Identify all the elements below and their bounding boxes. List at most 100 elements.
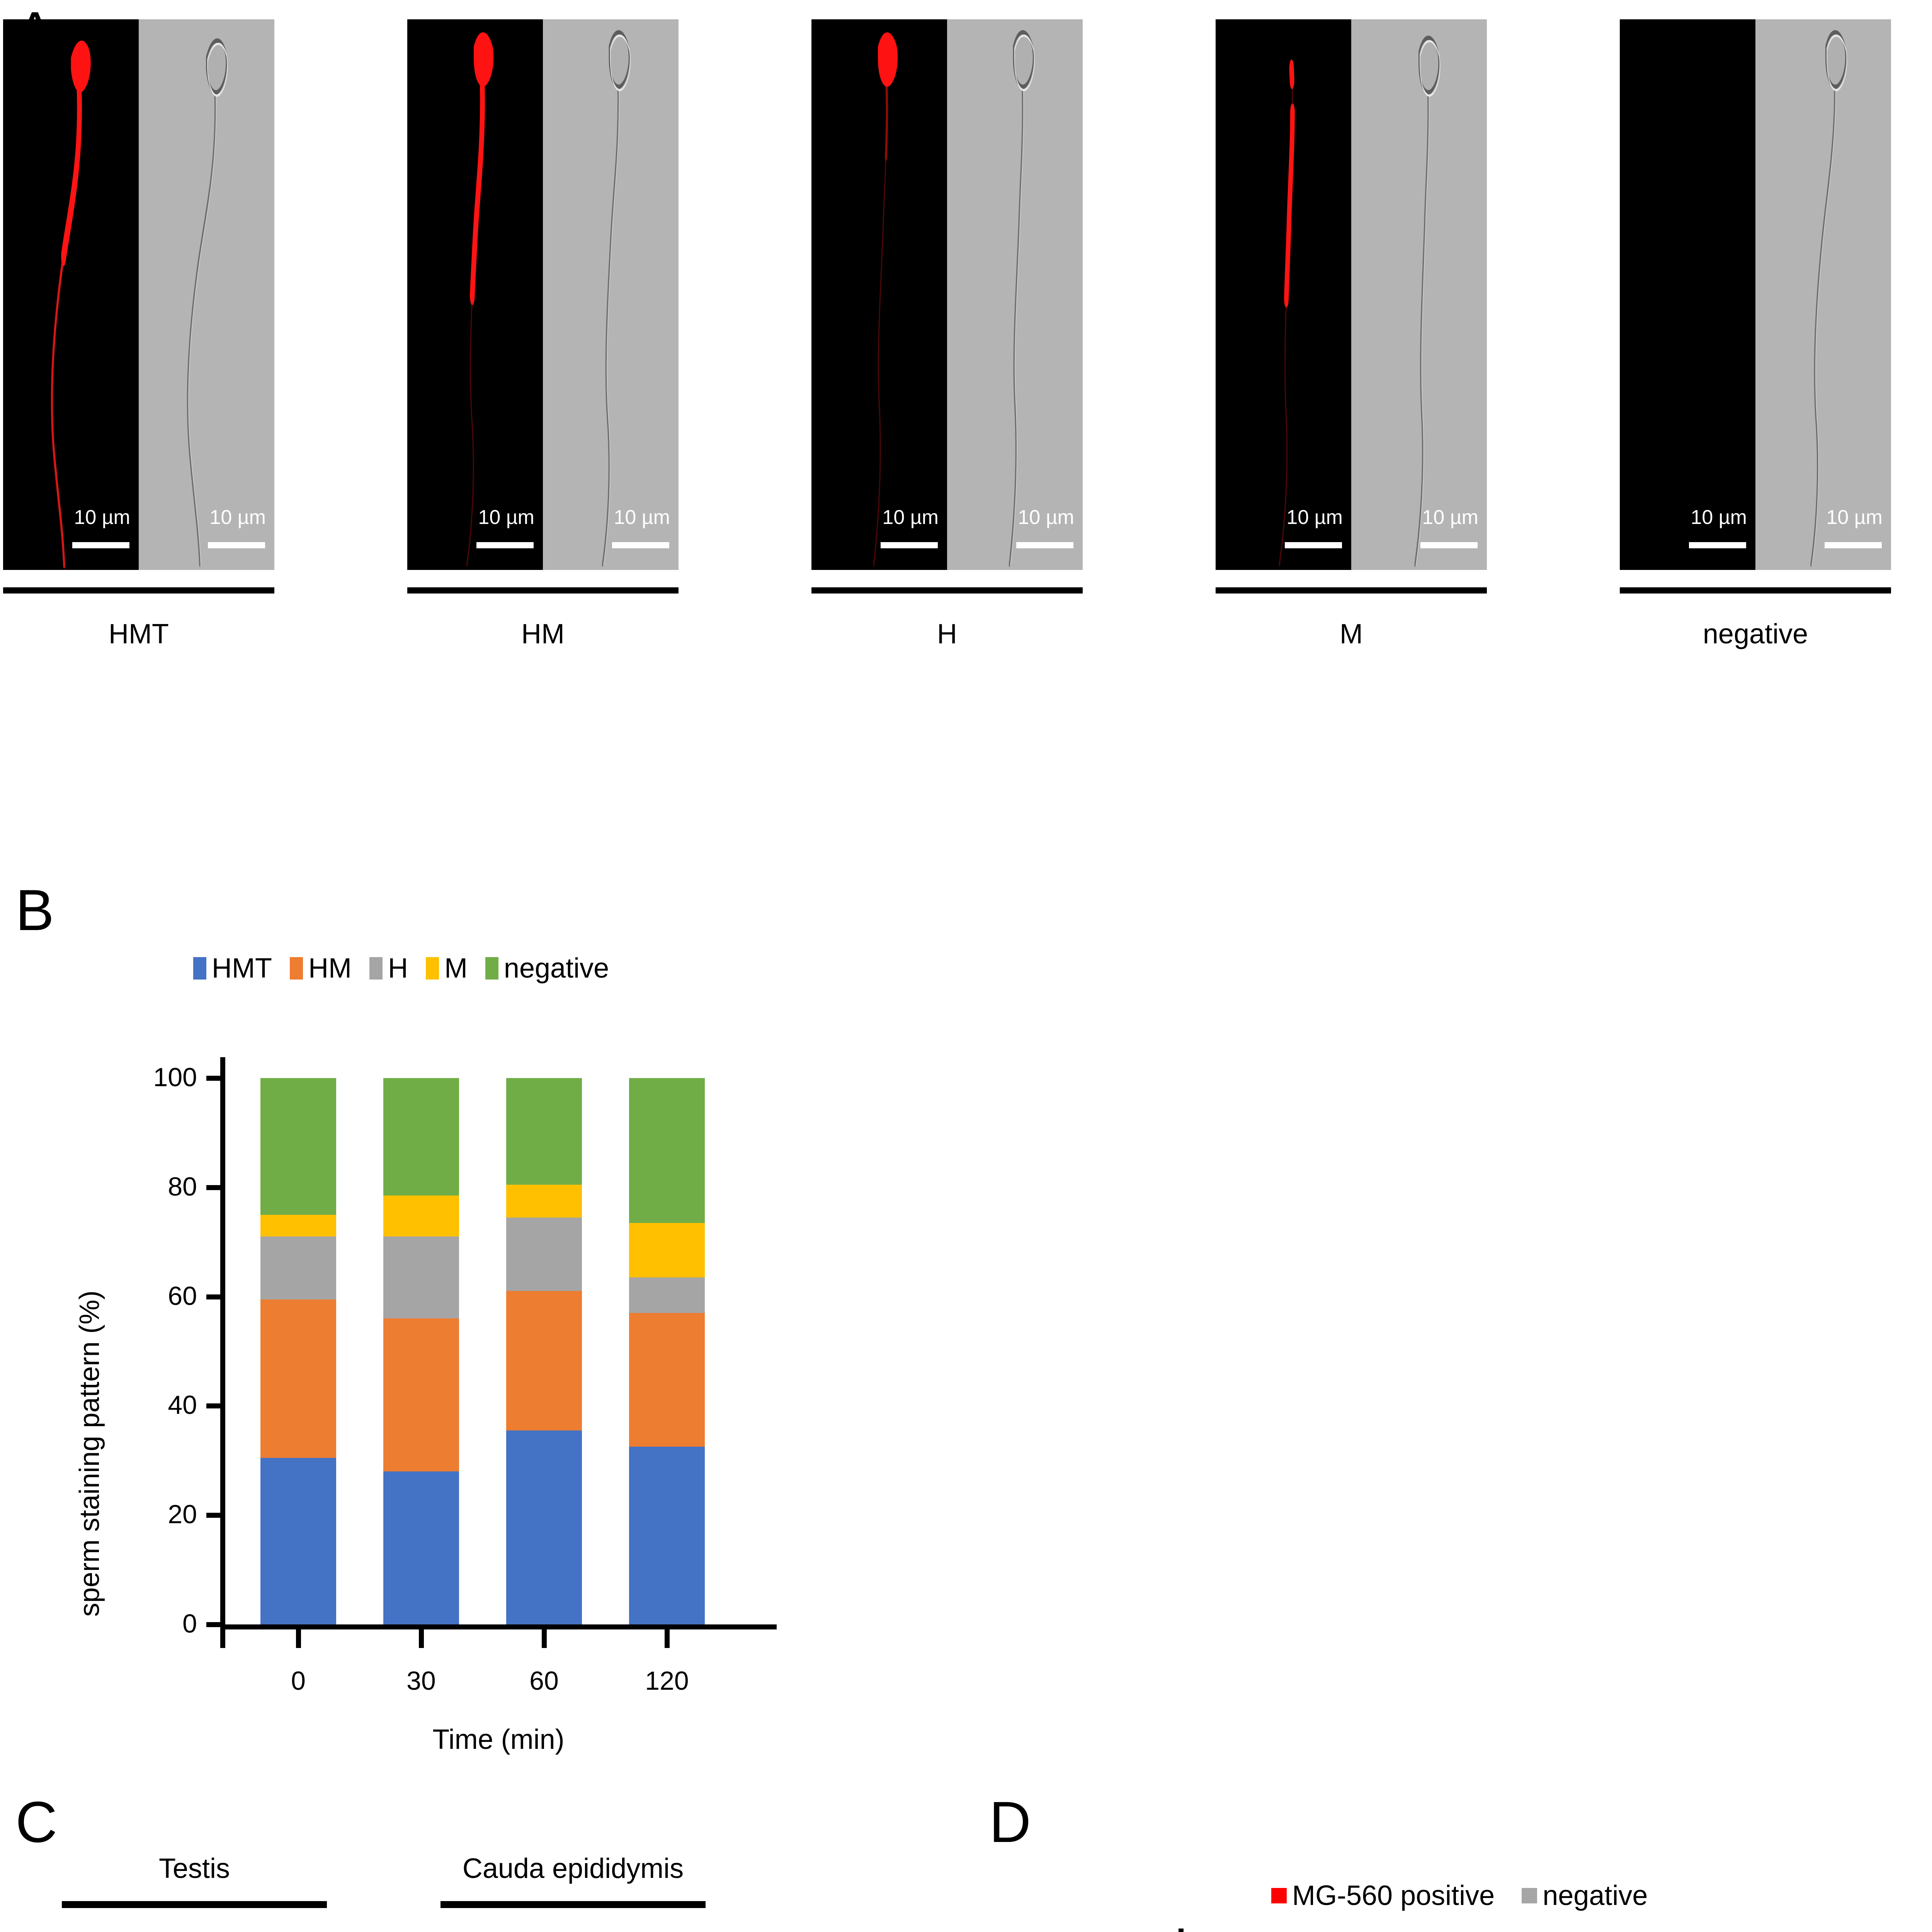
panel-b-ytick-label-20: 20: [168, 1500, 197, 1529]
panel-a-dic-image-h: 10 µm: [947, 19, 1083, 570]
panel-b-bar-120-m: [629, 1223, 705, 1278]
panel-b-bar-60-hmt: [506, 1430, 582, 1624]
legend-label-negative: negative: [503, 953, 609, 984]
scale-bar-label: 10 µm: [1018, 506, 1074, 529]
panel-b-x-axis: [220, 1624, 777, 1629]
panel-b-bar-60-negative: [506, 1078, 582, 1185]
panel-b-xtick-label-120: 120: [645, 1666, 689, 1696]
panel-b-bar-0-negative: [260, 1078, 336, 1215]
panel-b-bar-30-negative: [383, 1078, 459, 1196]
panel-a-dic-image-hm: 10 µm: [543, 19, 679, 570]
panel-b-bar-30-h: [383, 1236, 459, 1319]
panel-b-ytick-label-40: 40: [168, 1390, 197, 1420]
panel-b-ytick-80: [206, 1185, 220, 1190]
panel-a-dic-image-negative: 10 µm: [1755, 19, 1891, 570]
scale-bar: [881, 542, 938, 548]
panel-b-ytick-0: [206, 1622, 220, 1627]
legend-swatch-m: [425, 957, 439, 980]
scale-bar: [476, 542, 534, 548]
panel-a-fluorescence-image-negative: 10 µm: [1620, 19, 1755, 570]
legend-item-negative: negative: [1522, 1882, 1648, 1910]
panel-b-bar-120-hmt: [629, 1447, 705, 1624]
legend-swatch-mg-560-positive: [1271, 1888, 1287, 1903]
panel-c-group-rule-0: [62, 1901, 327, 1908]
scale-bar-label: 10 µm: [478, 506, 534, 529]
panel-b-ytick-20: [206, 1513, 220, 1518]
panel-a-group-label-0: HMT: [109, 619, 169, 650]
panel-a-group-label-3: M: [1340, 619, 1363, 650]
panel-b-ytick-label-0: 0: [182, 1609, 197, 1638]
panel-letter-c: C: [15, 1789, 58, 1854]
legend-label-h: H: [388, 953, 408, 984]
panel-b-y-axis: [220, 1057, 225, 1628]
legend-label-mg-560-positive: MG-560 positive: [1292, 1880, 1495, 1911]
panel-a-group-label-2: H: [937, 619, 957, 650]
scale-bar: [1689, 542, 1746, 548]
panel-a-group-rule-4: [1620, 587, 1891, 594]
scale-bar-label: 10 µm: [74, 506, 130, 529]
panel-b-bar-120-negative: [629, 1078, 705, 1223]
panel-b-bar-30-hm: [383, 1318, 459, 1472]
panel-b-ytick-label-60: 60: [168, 1281, 197, 1311]
scale-bar-label: 10 µm: [1826, 506, 1883, 529]
scale-bar: [1016, 542, 1073, 548]
legend-item-hmt: HMT: [193, 954, 272, 982]
panel-a-group-label-4: negative: [1702, 619, 1808, 650]
panel-b-xtick-label-60: 60: [529, 1666, 559, 1696]
scale-bar: [1420, 542, 1478, 548]
panel-a-dic-image-hmt: 10 µm: [139, 19, 274, 570]
scale-bar-label: 10 µm: [209, 506, 266, 529]
scale-bar-label: 10 µm: [1690, 506, 1747, 529]
panel-c-group-rule-1: [440, 1901, 706, 1908]
panel-b-bar-0-hm: [260, 1299, 336, 1458]
legend-item-h: H: [369, 954, 408, 982]
panel-b-y-axis-title: sperm staining pattern (%): [74, 1290, 105, 1617]
scale-bar: [208, 542, 265, 548]
scale-bar-label: 10 µm: [1286, 506, 1343, 529]
panel-b-bar-120-hm: [629, 1313, 705, 1447]
panel-b-bar-0-hmt: [260, 1458, 336, 1624]
scale-bar-label: 10 µm: [882, 506, 939, 529]
panel-a-fluorescence-image-hmt: 10 µm: [3, 19, 139, 570]
scale-bar: [1825, 542, 1882, 548]
legend-swatch-hmt: [193, 957, 206, 980]
legend-label-hm: HM: [308, 953, 352, 984]
legend-swatch-h: [369, 957, 383, 980]
panel-b-xtick-30: [419, 1629, 424, 1648]
panel-b-x-axis-title: Time (min): [432, 1724, 565, 1755]
panel-a-fluorescence-image-hm: 10 µm: [407, 19, 543, 570]
panel-b-bar-0-m: [260, 1214, 336, 1237]
panel-b-bar-0-h: [260, 1236, 336, 1299]
panel-a-group-rule-2: [811, 587, 1083, 594]
panel-c-group-label-testis: Testis: [158, 1853, 230, 1884]
legend-item-hm: HM: [289, 953, 352, 984]
legend-item-m: M: [425, 953, 468, 984]
legend-swatch-negative: [1522, 1888, 1537, 1903]
panel-a-group-rule-3: [1216, 587, 1487, 594]
legend-item-mg-560-positive: MG-560 positive: [1271, 1882, 1495, 1910]
legend-swatch-hm: [289, 957, 303, 980]
panel-b-xtick-label-0: 0: [291, 1666, 306, 1696]
panel-b-ytick-100: [206, 1076, 220, 1081]
panel-a-group-rule-0: [3, 587, 274, 594]
panel-b-ytick-40: [206, 1403, 220, 1409]
panel-letter-b: B: [15, 878, 54, 942]
panel-b-bar-60-h: [506, 1217, 582, 1291]
panel-b-xtick-label-30: 30: [406, 1666, 436, 1696]
legend-label-m: M: [444, 953, 468, 984]
panel-b-bar-60-hm: [506, 1291, 582, 1431]
panel-d-y-axis: [1179, 1929, 1184, 1932]
scale-bar: [72, 542, 129, 548]
legend-item-negative: negative: [485, 954, 609, 982]
panel-a-group-rule-1: [407, 587, 679, 594]
panel-b-ytick-60: [206, 1294, 220, 1299]
panel-b-bar-30-m: [383, 1196, 459, 1237]
panel-b-xtick-60: [542, 1629, 547, 1648]
panel-a-dic-image-m: 10 µm: [1351, 19, 1487, 570]
panel-a-fluorescence-image-h: 10 µm: [811, 19, 947, 570]
panel-d-legend: MG-560 positive negative: [1271, 1882, 1675, 1910]
panel-b-xtick-origin: [220, 1629, 225, 1648]
legend-label-negative: negative: [1543, 1880, 1648, 1911]
panel-b-xtick-0: [296, 1629, 301, 1648]
